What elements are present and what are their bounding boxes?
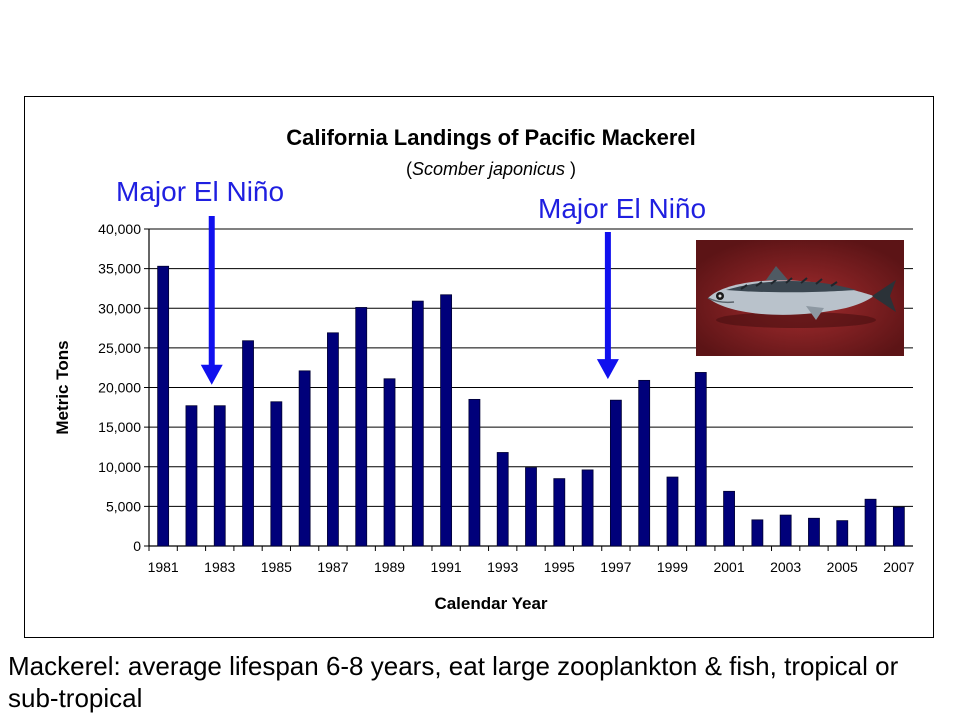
chart-title: California Landings of Pacific Mackerel <box>286 125 696 150</box>
subtitle-close-paren: ) <box>565 159 576 179</box>
bar-1989 <box>383 378 396 547</box>
el-nino-annotation-1997: Major El Niño <box>538 193 707 224</box>
bar-1990 <box>411 300 424 547</box>
x-tick-label: 1983 <box>204 559 235 575</box>
bar-2006 <box>864 498 877 547</box>
y-tick-label: 10,000 <box>98 459 141 475</box>
x-tick-label: 1999 <box>657 559 688 575</box>
pacific-mackerel-photo <box>696 240 904 356</box>
y-tick-label: 20,000 <box>98 380 141 396</box>
bar-2007 <box>892 506 905 547</box>
x-axis-title: Calendar Year <box>434 594 547 613</box>
y-tick-label: 25,000 <box>98 340 141 356</box>
bar-2004 <box>808 517 820 547</box>
chart-frame: California Landings of Pacific Mackerel (… <box>24 96 934 638</box>
bar-2003 <box>779 514 792 547</box>
bar-1994 <box>525 467 537 547</box>
bar-1999 <box>666 476 679 547</box>
el-nino-annotation-1983: Major El Niño <box>116 176 285 207</box>
y-tick-label: 5,000 <box>106 498 141 514</box>
x-tick-label: 1997 <box>600 559 631 575</box>
bar-2000 <box>694 372 707 547</box>
x-tick-label: 1985 <box>261 559 292 575</box>
subtitle-species-name: Scomber japonicus <box>412 159 565 179</box>
bar-1987 <box>327 332 339 547</box>
x-tick-label: 2005 <box>827 559 858 575</box>
x-tick-label: 1993 <box>487 559 518 575</box>
x-tick-label: 2001 <box>713 559 744 575</box>
x-tick-label: 1981 <box>148 559 179 575</box>
y-tick-label: 15,000 <box>98 419 141 435</box>
bar-2001 <box>723 490 735 547</box>
y-tick-label: 35,000 <box>98 261 141 277</box>
x-tick-label: 2003 <box>770 559 801 575</box>
bar-1997 <box>609 399 622 547</box>
bar-1998 <box>638 379 651 547</box>
bar-1984 <box>242 340 254 547</box>
bar-1985 <box>270 401 283 547</box>
caption-text: Mackerel: average lifespan 6-8 years, ea… <box>8 651 899 713</box>
bar-1988 <box>355 307 368 547</box>
bar-1993 <box>496 452 509 547</box>
y-tick-label: 30,000 <box>98 300 141 316</box>
x-tick-label: 1991 <box>431 559 462 575</box>
chart-subtitle: (Scomber japonicus ) <box>406 159 576 179</box>
bar-1992 <box>468 398 481 547</box>
bar-1981 <box>157 265 170 547</box>
x-tick-label: 1987 <box>317 559 348 575</box>
bar-1982 <box>185 405 198 547</box>
bar-1986 <box>298 370 311 547</box>
subtitle-open-paren: ( <box>406 159 412 179</box>
y-axis-title: Metric Tons <box>53 340 72 434</box>
bar-1995 <box>553 478 566 547</box>
x-tick-label: 1989 <box>374 559 405 575</box>
bar-2005 <box>836 520 849 547</box>
y-tick-label: 0 <box>133 538 141 554</box>
bar-2002 <box>751 519 764 547</box>
y-tick-label: 40,000 <box>98 221 141 237</box>
bar-1996 <box>581 469 594 547</box>
el-nino-arrow-head-1997 <box>596 359 619 380</box>
el-nino-arrow-head-1983 <box>200 364 223 385</box>
x-tick-label: 1995 <box>544 559 575 575</box>
bar-1983 <box>213 405 226 547</box>
x-tick-label: 2007 <box>883 559 914 575</box>
bar-1991 <box>440 294 453 547</box>
bar-chart: California Landings of Pacific Mackerel (… <box>53 125 915 613</box>
